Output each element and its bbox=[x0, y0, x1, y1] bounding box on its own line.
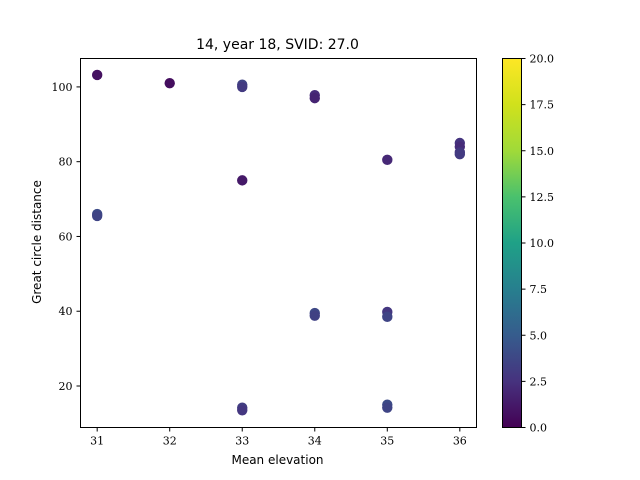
colorbar-tick-label: 0.0 bbox=[530, 422, 548, 435]
points-layer bbox=[91, 69, 466, 416]
y-tick-label: 40 bbox=[59, 305, 73, 318]
x-axis: 31 32 33 34 35 36 bbox=[90, 427, 467, 448]
data-point bbox=[91, 210, 103, 222]
y-tick-label: 60 bbox=[59, 230, 73, 243]
data-point bbox=[382, 402, 393, 413]
data-point bbox=[309, 92, 320, 104]
data-point bbox=[91, 69, 103, 81]
data-point bbox=[237, 405, 248, 416]
colorbar bbox=[502, 58, 522, 428]
x-tick-label: 35 bbox=[380, 435, 394, 448]
x-tick-label: 36 bbox=[453, 435, 467, 448]
colorbar-axis: 0.0 2.5 5.0 7.5 10.0 12.5 15.0 17.5 20.0 bbox=[521, 53, 555, 435]
data-point bbox=[382, 311, 393, 323]
data-point bbox=[237, 81, 248, 93]
y-axis-label: Great circle distance bbox=[30, 180, 44, 304]
data-point bbox=[237, 175, 248, 186]
colorbar-tick-label: 17.5 bbox=[530, 99, 555, 112]
x-tick-label: 32 bbox=[163, 435, 177, 448]
x-tick-label: 31 bbox=[90, 435, 104, 448]
colorbar-tick-label: 20.0 bbox=[530, 53, 555, 66]
plot-frame bbox=[80, 58, 477, 428]
colorbar-tick-label: 5.0 bbox=[530, 329, 548, 342]
chart-title: 14, year 18, SVID: 27.0 bbox=[196, 37, 359, 53]
y-axis: 20 40 60 80 100 bbox=[52, 81, 81, 393]
data-point bbox=[382, 154, 393, 166]
colorbar-tick-label: 12.5 bbox=[530, 191, 555, 204]
x-tick-label: 33 bbox=[235, 435, 249, 448]
y-tick-label: 100 bbox=[52, 81, 73, 94]
data-point bbox=[454, 149, 466, 160]
y-tick-label: 20 bbox=[59, 380, 73, 393]
x-axis-label: Mean elevation bbox=[231, 453, 323, 467]
x-tick-label: 34 bbox=[308, 435, 322, 448]
colorbar-tick-label: 10.0 bbox=[530, 237, 555, 250]
y-tick-label: 80 bbox=[59, 156, 73, 169]
data-point bbox=[164, 77, 175, 89]
colorbar-tick-label: 7.5 bbox=[530, 283, 548, 296]
data-point bbox=[309, 310, 320, 321]
colorbar-tick-label: 15.0 bbox=[530, 145, 555, 158]
colorbar-tick-label: 2.5 bbox=[530, 375, 548, 388]
